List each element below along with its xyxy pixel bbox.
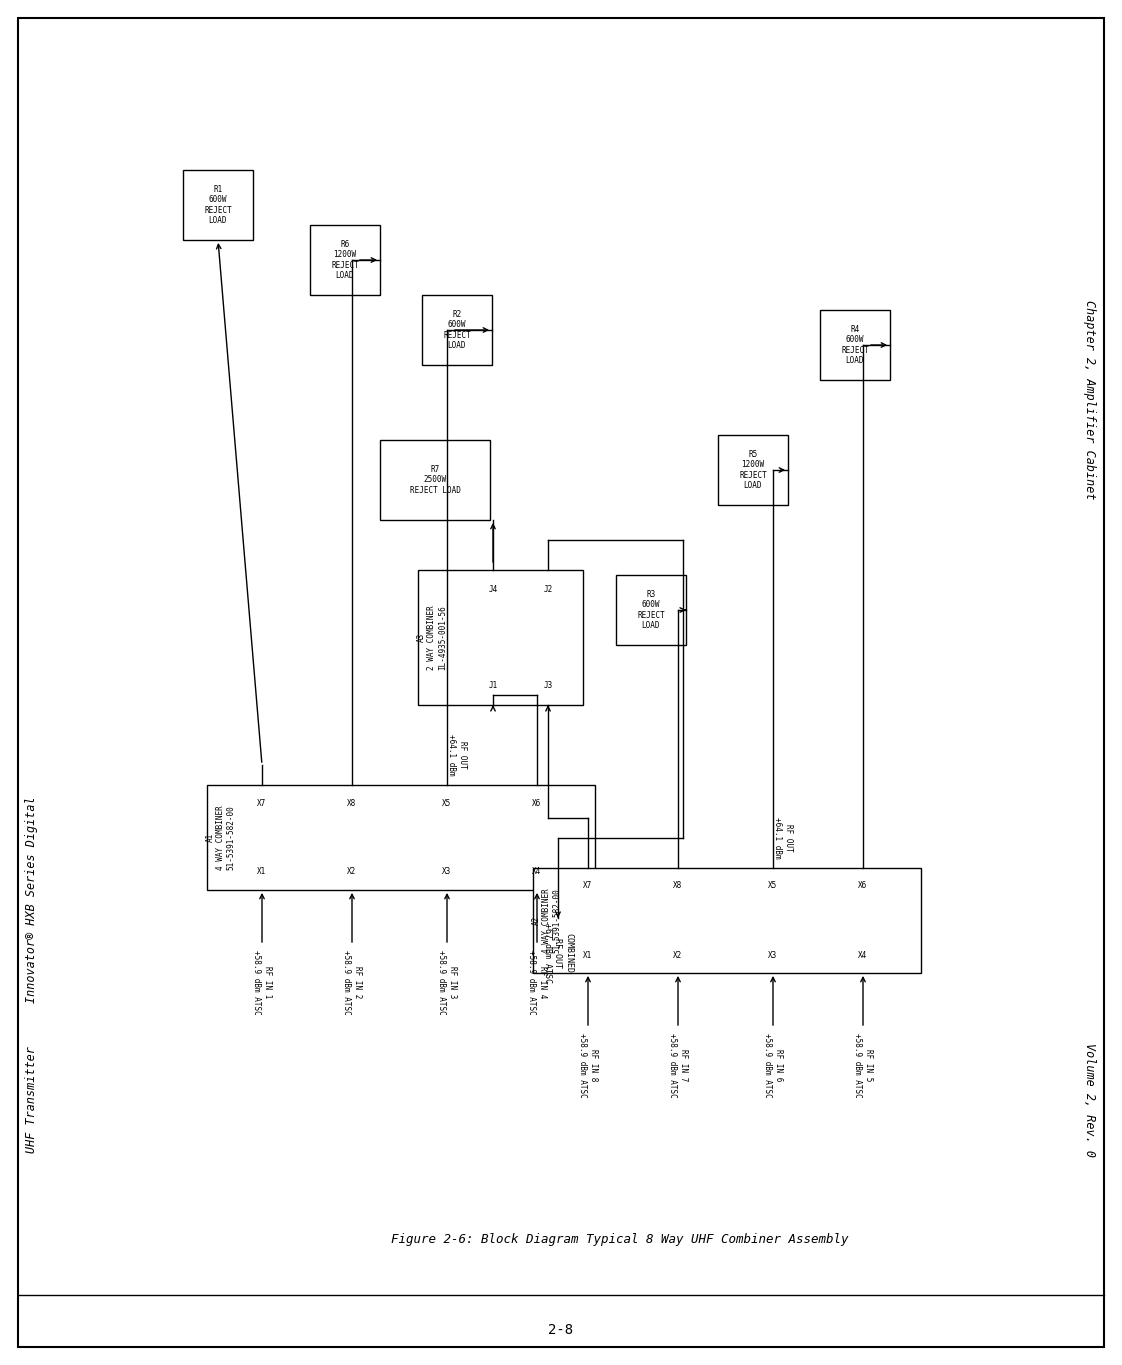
- Text: RF IN 7
+58.9 dBm ATSC: RF IN 7 +58.9 dBm ATSC: [669, 1033, 688, 1097]
- Text: Volume 2, Rev. 0: Volume 2, Rev. 0: [1084, 1043, 1096, 1158]
- Text: X7: X7: [257, 799, 267, 808]
- Text: A2
4 WAY COMBINER
51-5391-582-00: A2 4 WAY COMBINER 51-5391-582-00: [532, 889, 562, 953]
- Bar: [380, 440, 490, 520]
- Text: Chapter 2, Amplifier Cabinet: Chapter 2, Amplifier Cabinet: [1084, 300, 1096, 500]
- Bar: [310, 225, 380, 295]
- Bar: [718, 435, 788, 505]
- Text: UHF Transmitter: UHF Transmitter: [26, 1047, 38, 1153]
- Bar: [206, 785, 595, 890]
- Text: J1: J1: [488, 681, 498, 689]
- Text: X6: X6: [532, 799, 542, 808]
- Text: X3: X3: [442, 868, 452, 876]
- Text: Figure 2-6: Block Diagram Typical 8 Way UHF Combiner Assembly: Figure 2-6: Block Diagram Typical 8 Way …: [392, 1234, 848, 1246]
- Text: X1: X1: [257, 868, 267, 876]
- Text: X8: X8: [348, 799, 357, 808]
- Text: R3
600W
REJECT
LOAD: R3 600W REJECT LOAD: [637, 590, 665, 631]
- Text: X3: X3: [769, 950, 778, 960]
- Text: X5: X5: [442, 799, 452, 808]
- Bar: [820, 310, 890, 379]
- Text: X4: X4: [858, 950, 867, 960]
- Text: R1
600W
REJECT
LOAD: R1 600W REJECT LOAD: [204, 184, 232, 225]
- Text: RF IN 3
+58.9 dBm ATSC: RF IN 3 +58.9 dBm ATSC: [438, 950, 457, 1014]
- Text: RF OUT
+64.1 dBm: RF OUT +64.1 dBm: [448, 734, 467, 775]
- Text: R4
600W
REJECT
LOAD: R4 600W REJECT LOAD: [842, 325, 868, 364]
- Text: X1: X1: [583, 950, 592, 960]
- Text: X4: X4: [532, 868, 542, 876]
- Text: X2: X2: [673, 950, 682, 960]
- Bar: [183, 171, 252, 240]
- Text: RF IN 2
+58.9 dBm ATSC: RF IN 2 +58.9 dBm ATSC: [342, 950, 361, 1014]
- Text: A3
2 WAY COMBINER
IL-4935-001-56: A3 2 WAY COMBINER IL-4935-001-56: [417, 605, 447, 670]
- Text: X5: X5: [769, 882, 778, 890]
- Text: J4: J4: [488, 586, 498, 595]
- Bar: [422, 295, 493, 364]
- Text: Innovator® HXB Series Digital: Innovator® HXB Series Digital: [26, 797, 38, 1003]
- Text: RF IN 4
+58.9 dBm ATSC: RF IN 4 +58.9 dBm ATSC: [527, 950, 546, 1014]
- Text: R7
2500W
REJECT LOAD: R7 2500W REJECT LOAD: [410, 465, 460, 495]
- Text: RF IN 1
+58.9 dBm ATSC: RF IN 1 +58.9 dBm ATSC: [252, 950, 272, 1014]
- Bar: [419, 571, 583, 704]
- Text: RF IN 6
+58.9 dBm ATSC: RF IN 6 +58.9 dBm ATSC: [763, 1033, 783, 1097]
- Bar: [533, 868, 921, 973]
- Text: X6: X6: [858, 882, 867, 890]
- Text: J2: J2: [543, 586, 553, 595]
- Text: X2: X2: [348, 868, 357, 876]
- Text: X8: X8: [673, 882, 682, 890]
- Text: RF IN 5
+58.9 dBm ATSC: RF IN 5 +58.9 dBm ATSC: [854, 1033, 873, 1097]
- Text: X7: X7: [583, 882, 592, 890]
- Text: RF OUT
+64.1 dBm: RF OUT +64.1 dBm: [773, 818, 793, 859]
- Text: R2
600W
REJECT
LOAD: R2 600W REJECT LOAD: [443, 310, 471, 349]
- Text: COMBINED
RF OUT
+67 dBm ATSC: COMBINED RF OUT +67 dBm ATSC: [543, 923, 573, 983]
- Text: J3: J3: [543, 681, 553, 689]
- Text: 2-8: 2-8: [549, 1323, 573, 1336]
- Text: R5
1200W
REJECT
LOAD: R5 1200W REJECT LOAD: [739, 450, 766, 490]
- Text: A1
4 WAY COMBINER
51-5391-582-00: A1 4 WAY COMBINER 51-5391-582-00: [206, 805, 236, 870]
- Text: RF IN 8
+58.9 dBm ATSC: RF IN 8 +58.9 dBm ATSC: [578, 1033, 598, 1097]
- Text: R6
1200W
REJECT
LOAD: R6 1200W REJECT LOAD: [331, 240, 359, 280]
- Bar: [616, 575, 686, 646]
